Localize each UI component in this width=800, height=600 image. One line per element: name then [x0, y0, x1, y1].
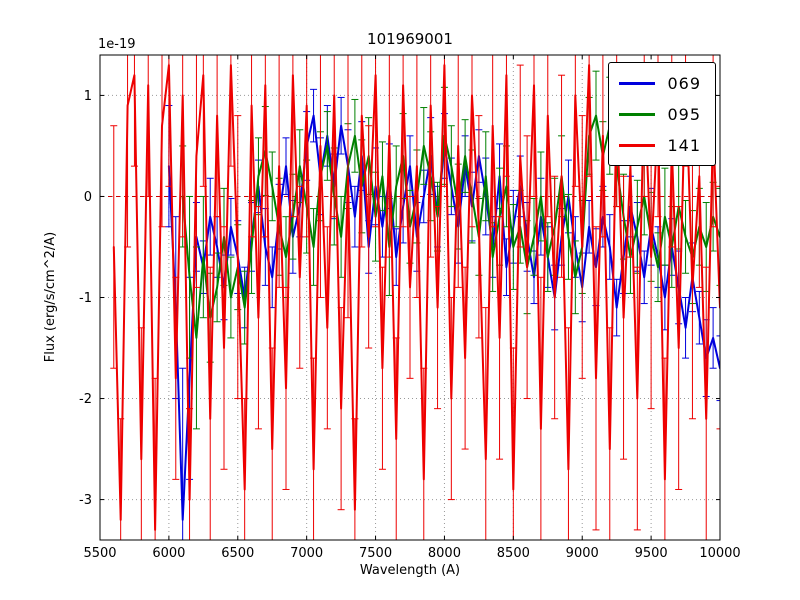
legend-line-sample-069 — [619, 81, 656, 85]
legend-label-095: 095 — [667, 104, 701, 124]
x-axis-label: Wavelength (A) — [360, 563, 460, 578]
legend-label-069: 069 — [667, 73, 701, 93]
legend-line-sample-095 — [619, 112, 656, 116]
tick-marks — [99, 55, 721, 540]
x-tick-label: 6000 — [152, 546, 185, 561]
y-tick-label: -3 — [79, 493, 92, 508]
legend-entry-095: 095 — [619, 103, 701, 125]
x-tick-label: 8500 — [497, 546, 530, 561]
x-tick-label: 5500 — [83, 546, 116, 561]
y-offset-label: 1e-19 — [98, 37, 136, 52]
legend-label-141: 141 — [667, 135, 701, 155]
x-tick-label: 7500 — [359, 546, 392, 561]
chart-title: 101969001 — [367, 30, 453, 48]
x-tick-label: 7000 — [290, 546, 323, 561]
y-tick-label: -2 — [79, 392, 92, 407]
legend-entry-141: 141 — [619, 134, 701, 156]
tick-labels: 5500 6000 6500 7000 7500 8000 8500 9000 9500 1000… — [79, 89, 741, 561]
series-line-141 — [112, 64, 720, 531]
x-tick-label: 6500 — [221, 546, 254, 561]
y-tick-label: -1 — [79, 291, 92, 306]
series-layer — [110, 55, 720, 540]
plot-content: 5500 6000 6500 7000 7500 8000 8500 9000 9500 1000… — [79, 54, 741, 561]
x-tick-label: 10000 — [699, 546, 740, 561]
legend-line-sample-141 — [619, 143, 656, 147]
x-tick-label: 9500 — [635, 546, 668, 561]
x-tick-label: 8000 — [428, 546, 461, 561]
y-axis-label: Flux (erg/s/cm^2/A) — [43, 232, 58, 362]
legend-entry-069: 069 — [619, 72, 701, 94]
y-tick-label: 0 — [84, 190, 92, 205]
legend: 069 095 141 — [608, 62, 716, 166]
y-tick-label: 1 — [84, 89, 92, 104]
x-tick-label: 9000 — [566, 546, 599, 561]
